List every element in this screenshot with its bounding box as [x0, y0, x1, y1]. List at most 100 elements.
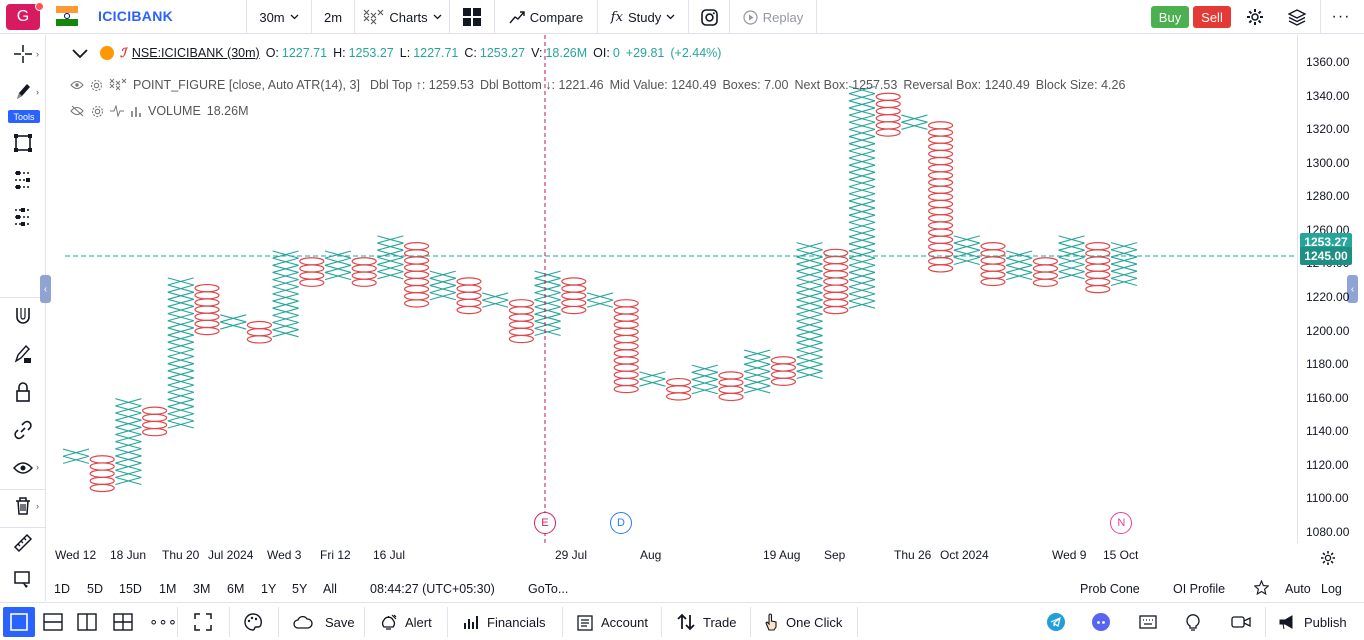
range-1y[interactable]: 1Y [261, 582, 277, 596]
event-marker-d[interactable]: D [609, 512, 632, 534]
financials-button[interactable]: Financials [463, 603, 546, 640]
chevron-right-icon[interactable]: › [36, 462, 39, 472]
o-box [613, 363, 639, 372]
layers-button[interactable] [1284, 0, 1310, 34]
x-box [220, 314, 247, 323]
lock-tool[interactable] [10, 379, 36, 405]
fib-extension-tool[interactable] [10, 204, 36, 230]
single-layout-button[interactable] [3, 607, 35, 637]
study-label: Study [627, 9, 662, 25]
volume-study-name[interactable]: VOLUME [148, 104, 201, 118]
range-6m[interactable]: 6M [227, 582, 245, 596]
visibility-tool[interactable] [10, 455, 36, 481]
auto-scale-button[interactable]: Auto [1285, 582, 1311, 596]
legend-symbol-title[interactable]: NSE:ICICIBANK (30m) [131, 45, 260, 60]
o-box [141, 427, 168, 437]
replay-button[interactable]: Replay [730, 0, 816, 34]
favorite-star-icon[interactable] [1253, 579, 1270, 598]
theme-button[interactable] [244, 603, 262, 640]
gear-icon[interactable] [90, 79, 103, 92]
buy-button[interactable]: Buy [1151, 6, 1189, 28]
gear-icon[interactable] [91, 105, 104, 118]
charts-dropdown[interactable]: Charts [355, 0, 449, 34]
ruler-tool[interactable] [10, 530, 36, 556]
fib-retracement-tool[interactable] [10, 167, 36, 193]
two-row-layout-button[interactable] [43, 603, 63, 640]
range-3m[interactable]: 3M [193, 582, 211, 596]
price-axis[interactable]: 1080.00 1100.00 1120.00 1140.00 1160.00 1180.… [1297, 35, 1364, 543]
fullscreen-button[interactable] [194, 603, 212, 640]
study-dropdown[interactable]: fx Study [598, 0, 688, 34]
compare-button[interactable]: Compare [495, 0, 597, 34]
range-1m[interactable]: 1M [159, 582, 177, 596]
box-interval-button[interactable]: 2m [312, 0, 354, 34]
collapse-legend-icon[interactable] [72, 48, 88, 58]
chevron-down-icon [666, 14, 675, 20]
range-1d[interactable]: 1D [54, 582, 70, 596]
x-box [324, 250, 352, 259]
save-button[interactable]: Save [293, 603, 355, 640]
o-box [1085, 242, 1111, 251]
trade-label: Trade [703, 614, 737, 630]
chevron-right-icon[interactable]: › [36, 87, 39, 97]
link-tool[interactable] [10, 417, 36, 443]
trade-button[interactable]: Trade [677, 603, 736, 640]
more-layouts-button[interactable]: ∘∘∘ [149, 603, 177, 640]
event-marker-e[interactable]: E [533, 512, 556, 534]
crosshair-tool[interactable] [10, 41, 36, 67]
x-box [586, 299, 614, 308]
instagram-button[interactable] [689, 0, 729, 34]
ideas-button[interactable] [1186, 603, 1200, 640]
telegram-icon [1047, 613, 1065, 631]
o-column [194, 283, 220, 336]
publish-button[interactable]: Publish [1278, 603, 1347, 640]
o-box [823, 270, 849, 279]
rectangle-tool[interactable] [10, 130, 36, 156]
study-name[interactable]: POINT_FIGURE [close, Auto ATR(14), 3] [133, 78, 360, 92]
delete-tool[interactable] [10, 493, 36, 519]
chart-settings-button[interactable] [1320, 550, 1336, 569]
oi-profile-button[interactable]: OI Profile [1173, 582, 1226, 596]
settings-button[interactable] [1242, 0, 1268, 34]
point-figure-chart[interactable] [47, 35, 1297, 543]
eye-icon[interactable] [70, 80, 84, 90]
range-5d[interactable]: 5D [87, 582, 103, 596]
chevron-right-icon[interactable]: › [36, 501, 39, 511]
range-5y[interactable]: 5Y [292, 582, 308, 596]
user-avatar[interactable]: G [6, 4, 40, 30]
telegram-button[interactable] [1046, 603, 1066, 640]
video-button[interactable] [1231, 603, 1251, 640]
eye-off-icon[interactable] [70, 105, 85, 117]
prob-cone-button[interactable]: Prob Cone [1080, 582, 1140, 596]
sell-button[interactable]: Sell [1193, 6, 1231, 28]
keyboard-button[interactable] [1139, 603, 1157, 640]
object-tree-tool[interactable] [10, 567, 36, 593]
chevron-right-icon[interactable]: › [36, 49, 39, 59]
interval-dropdown[interactable]: 30m [247, 0, 311, 34]
two-column-layout-button[interactable] [77, 603, 97, 640]
top-toolbar: G ICICIBANK 30m 2m Charts Compare fx Stu… [0, 0, 1364, 34]
one-click-button[interactable]: One Click [764, 603, 842, 640]
magnet-tool[interactable] [10, 303, 36, 329]
layout-button[interactable] [450, 0, 494, 34]
x-box [848, 293, 876, 302]
goto-button[interactable]: GoTo... [528, 582, 569, 596]
four-grid-layout-button[interactable] [113, 603, 133, 640]
account-button[interactable]: Account [577, 603, 648, 640]
left-panel-collapse-handle[interactable]: ‹ [40, 275, 51, 303]
range-15d[interactable]: 15D [119, 582, 142, 596]
time-axis[interactable]: Wed 12 18 Jun Thu 20 Jul 2024 Wed 3 Fri 12 16 … [47, 543, 1297, 567]
right-panel-collapse-handle[interactable]: ‹ [1347, 275, 1358, 303]
drawing-mode-tool[interactable] [10, 341, 36, 367]
more-menu-button[interactable]: ··· [1326, 0, 1356, 34]
log-scale-button[interactable]: Log [1321, 582, 1342, 596]
event-marker-n[interactable]: N [1110, 512, 1133, 534]
range-all[interactable]: All [323, 582, 337, 596]
clock-timezone[interactable]: 08:44:27 (UTC+05:30) [370, 582, 495, 596]
fib-icon [15, 171, 31, 189]
pencil-tool[interactable] [10, 79, 36, 105]
discord-button[interactable] [1091, 603, 1111, 640]
alert-button[interactable]: Alert [380, 603, 432, 640]
symbol-search[interactable]: ICICIBANK [98, 8, 174, 24]
x-box [167, 305, 194, 315]
